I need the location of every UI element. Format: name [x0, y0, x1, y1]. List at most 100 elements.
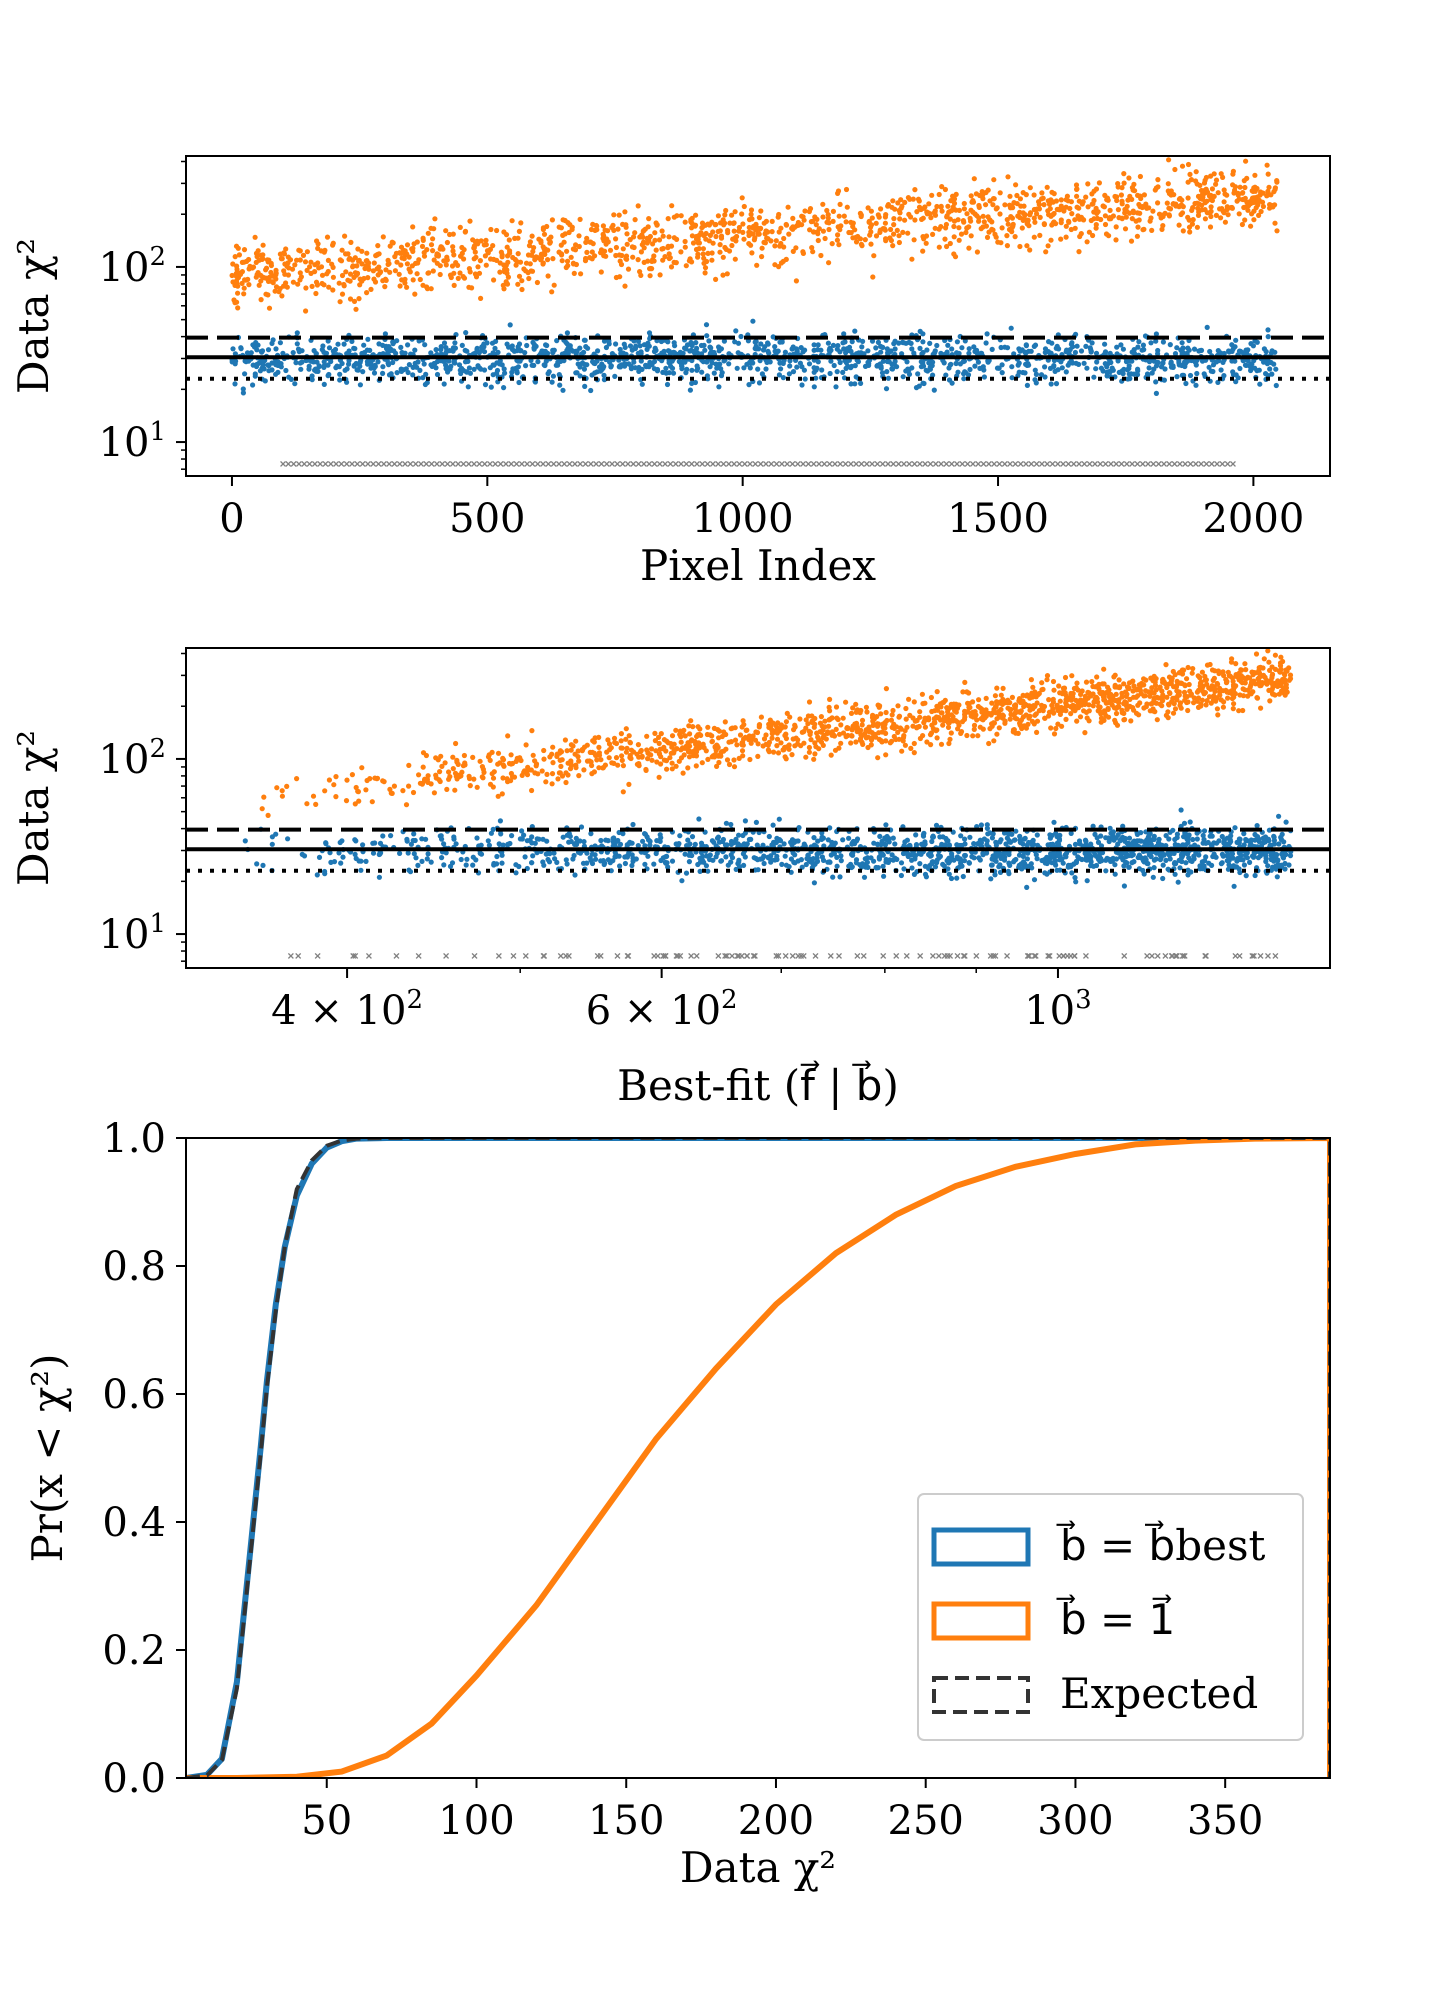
data-point: [294, 257, 300, 263]
data-point: [597, 368, 604, 374]
data-point: [467, 218, 473, 224]
data-point: [1230, 855, 1236, 861]
data-point: [410, 224, 416, 230]
data-point: [1059, 723, 1065, 729]
data-point: [516, 228, 523, 234]
data-point: [411, 831, 417, 837]
data-point: [641, 239, 647, 245]
data-point: [1237, 365, 1243, 372]
data-point: [1194, 224, 1200, 230]
data-point: [684, 366, 690, 372]
data-point: [857, 236, 864, 242]
data-point: [689, 215, 695, 221]
data-point: [561, 239, 567, 245]
data-point: [613, 341, 619, 347]
data-point: [493, 338, 499, 344]
data-point: [781, 244, 787, 250]
data-point: [248, 350, 254, 356]
data-point: [495, 750, 502, 756]
data-point: [797, 716, 803, 722]
data-point: [279, 793, 285, 799]
data-point: [951, 701, 957, 707]
data-point: [998, 692, 1004, 698]
data-point: [1253, 651, 1260, 657]
data-point: [866, 362, 872, 368]
data-point: [1207, 210, 1213, 216]
data-point: [309, 377, 315, 383]
data-point: [1209, 186, 1215, 192]
data-point: [414, 364, 420, 370]
data-point: [933, 714, 940, 720]
data-point: [1182, 683, 1188, 689]
data-point: [1118, 192, 1124, 198]
data-point: [660, 233, 666, 239]
data-point: [966, 245, 972, 251]
data-point: [1194, 370, 1200, 377]
series-gray: [280, 460, 1236, 467]
data-point: [1024, 856, 1030, 862]
data-point: [1194, 200, 1200, 206]
data-point: [1242, 184, 1248, 191]
data-point: [1083, 709, 1090, 716]
data-point: [750, 733, 756, 739]
data-point: [516, 273, 523, 279]
data-point: [1193, 362, 1199, 368]
data-point: [853, 739, 859, 745]
data-point: [981, 219, 987, 225]
data-point: [1081, 460, 1088, 467]
data-point: [566, 345, 572, 351]
data-point: [518, 220, 524, 226]
data-point: [235, 305, 241, 311]
data-point: [582, 460, 589, 467]
data-point: [1027, 707, 1033, 713]
data-point: [709, 460, 716, 467]
data-point: [387, 786, 393, 793]
data-point: [629, 244, 636, 250]
data-point: [964, 211, 970, 217]
data-point: [739, 748, 746, 754]
data-point: [568, 747, 574, 753]
data-point: [1063, 197, 1069, 203]
data-point: [1014, 192, 1020, 199]
data-point: [551, 282, 557, 288]
data-point: [664, 381, 671, 388]
data-point: [452, 770, 459, 776]
data-point: [693, 753, 700, 759]
data-point: [368, 286, 374, 292]
data-point: [239, 280, 245, 286]
data-point: [293, 360, 299, 366]
data-point: [811, 347, 817, 353]
data-point: [330, 274, 336, 280]
data-point: [991, 177, 997, 183]
data-point: [1026, 715, 1032, 721]
data-point: [1195, 695, 1202, 701]
data-point: [830, 342, 837, 348]
data-point: [1044, 184, 1050, 190]
data-point: [1158, 215, 1164, 221]
data-point: [433, 772, 439, 778]
data-point: [975, 733, 981, 739]
data-point: [1084, 239, 1090, 245]
data-point: [447, 348, 453, 354]
data-point: [392, 268, 398, 274]
data-point: [666, 370, 672, 376]
data-point: [638, 358, 644, 364]
data-point: [284, 263, 290, 269]
data-point: [927, 340, 933, 346]
data-point: [1074, 186, 1080, 192]
data-point: [456, 772, 462, 778]
data-point: [900, 374, 906, 380]
data-point: [674, 236, 680, 242]
data-point: [1140, 342, 1146, 348]
data-point: [971, 722, 978, 729]
data-point: [494, 370, 500, 376]
data-point: [767, 359, 773, 365]
data-point: [405, 342, 411, 348]
data-point: [811, 365, 817, 371]
data-point: [550, 460, 557, 467]
data-point: [984, 331, 990, 337]
data-point: [991, 706, 997, 713]
data-point: [863, 704, 870, 710]
data-point: [704, 333, 710, 339]
data-point: [695, 254, 701, 260]
